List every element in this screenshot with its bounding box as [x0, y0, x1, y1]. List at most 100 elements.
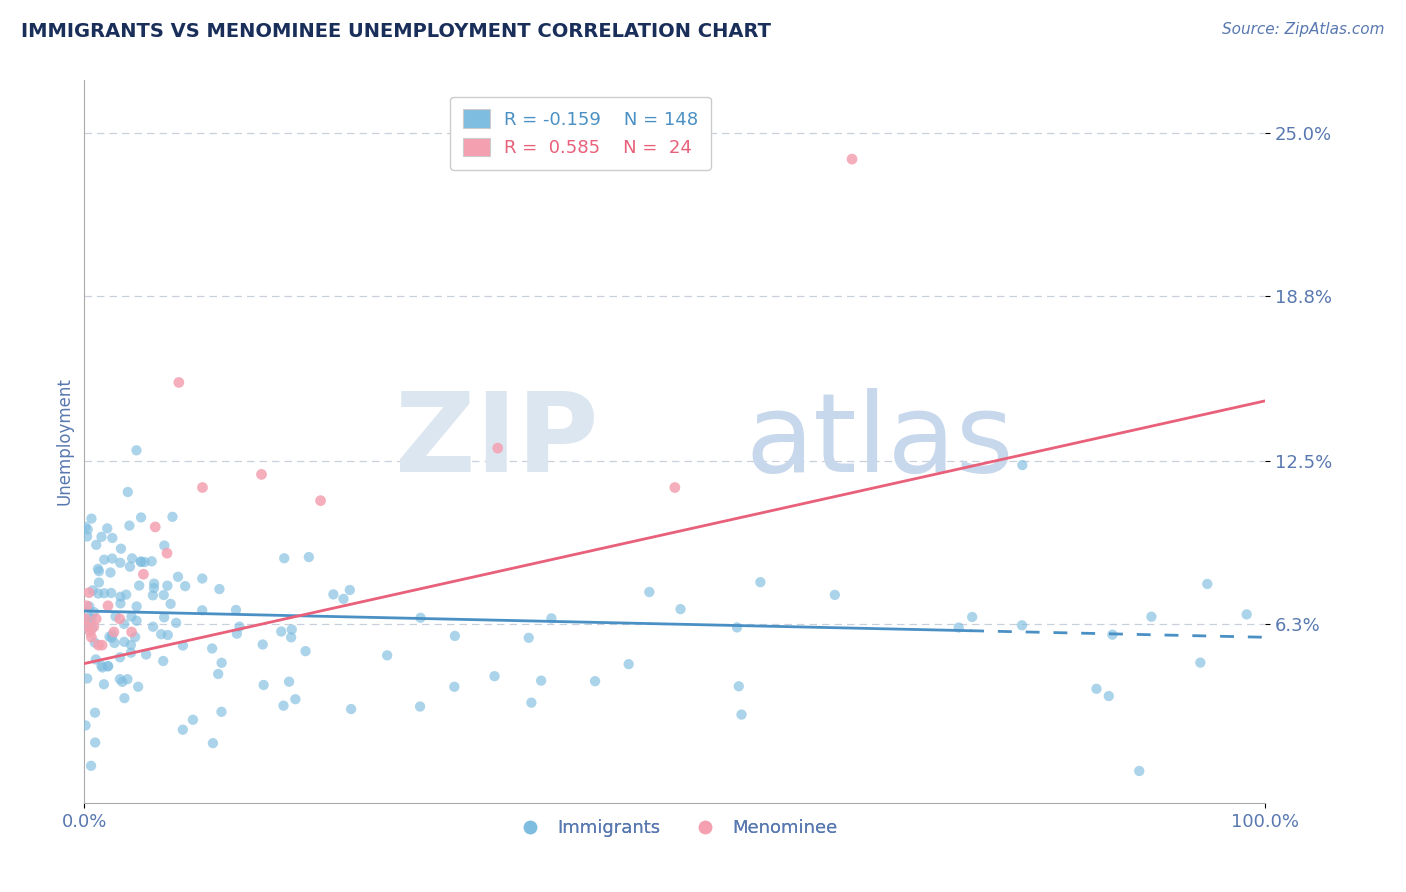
Point [540, 611, 562, 625]
Point [75, 718, 97, 732]
Point [77, 610, 100, 624]
Point [100, 631, 122, 645]
Point [225, 603, 247, 617]
Point [278, 674, 301, 689]
Point [91, 638, 114, 652]
Point [108, 672, 131, 686]
Point [749, 575, 772, 590]
Point [100, 566, 122, 580]
Point [150, 627, 173, 641]
Point [127, 680, 149, 694]
Point [84, 706, 107, 720]
Point [252, 638, 274, 652]
Point [191, 572, 214, 586]
Point [117, 672, 139, 686]
Point [84, 652, 107, 666]
Point [253, 678, 276, 692]
Point [156, 579, 179, 593]
Point [638, 585, 661, 599]
Point [152, 654, 174, 668]
Point [98, 630, 121, 644]
Point [117, 485, 139, 500]
Point [201, 736, 224, 750]
Point [129, 555, 152, 569]
Point [121, 551, 143, 566]
Point [167, 570, 190, 584]
Point [90, 530, 112, 544]
Point [120, 609, 142, 624]
Point [120, 638, 142, 652]
Point [80, 511, 103, 525]
Point [110, 556, 132, 570]
Point [332, 591, 354, 606]
Point [159, 597, 181, 611]
Point [583, 674, 606, 689]
Point [298, 549, 321, 564]
Point [409, 611, 432, 625]
Point [143, 576, 166, 591]
Point [727, 679, 749, 693]
Text: ZIP: ZIP [395, 388, 598, 495]
Point [174, 579, 197, 593]
Point [80, 612, 103, 626]
Point [96, 521, 118, 535]
Point [110, 596, 132, 610]
Point [1189, 656, 1212, 670]
Point [1101, 628, 1123, 642]
Point [91, 660, 114, 674]
Point [948, 621, 970, 635]
Point [83, 635, 105, 649]
Point [443, 680, 465, 694]
Point [250, 467, 273, 482]
Point [156, 546, 179, 560]
Point [134, 555, 156, 569]
Point [128, 578, 150, 592]
Point [1140, 609, 1163, 624]
Point [83, 605, 105, 619]
Point [143, 581, 166, 595]
Point [97, 599, 120, 613]
Text: Source: ZipAtlas.com: Source: ZipAtlas.com [1222, 22, 1385, 37]
Point [103, 625, 125, 640]
Point [152, 588, 174, 602]
Point [284, 692, 307, 706]
Point [76, 523, 98, 537]
Point [97, 659, 120, 673]
Point [280, 631, 302, 645]
Point [617, 657, 640, 672]
Point [207, 667, 229, 681]
Point [101, 551, 124, 566]
Point [103, 636, 125, 650]
Point [87, 562, 110, 576]
Point [211, 705, 233, 719]
Point [520, 696, 543, 710]
Point [340, 702, 363, 716]
Point [125, 599, 148, 614]
Point [270, 624, 292, 639]
Point [1098, 689, 1121, 703]
Point [108, 612, 131, 626]
Point [111, 674, 134, 689]
Point [167, 376, 190, 390]
Point [120, 646, 142, 660]
Point [181, 713, 204, 727]
Point [79, 599, 101, 614]
Point [191, 603, 214, 617]
Y-axis label: Unemployment: Unemployment [55, 377, 73, 506]
Point [191, 481, 214, 495]
Point [87, 638, 110, 652]
Point [76, 529, 98, 543]
Point [669, 602, 692, 616]
Point [730, 707, 752, 722]
Point [129, 510, 152, 524]
Point [84, 612, 107, 626]
Point [112, 635, 135, 649]
Point [444, 629, 467, 643]
Point [84, 735, 107, 749]
Point [82, 621, 104, 635]
Point [165, 615, 187, 630]
Point [84, 538, 107, 552]
Point [104, 609, 127, 624]
Point [76, 599, 98, 613]
Point [93, 552, 115, 566]
